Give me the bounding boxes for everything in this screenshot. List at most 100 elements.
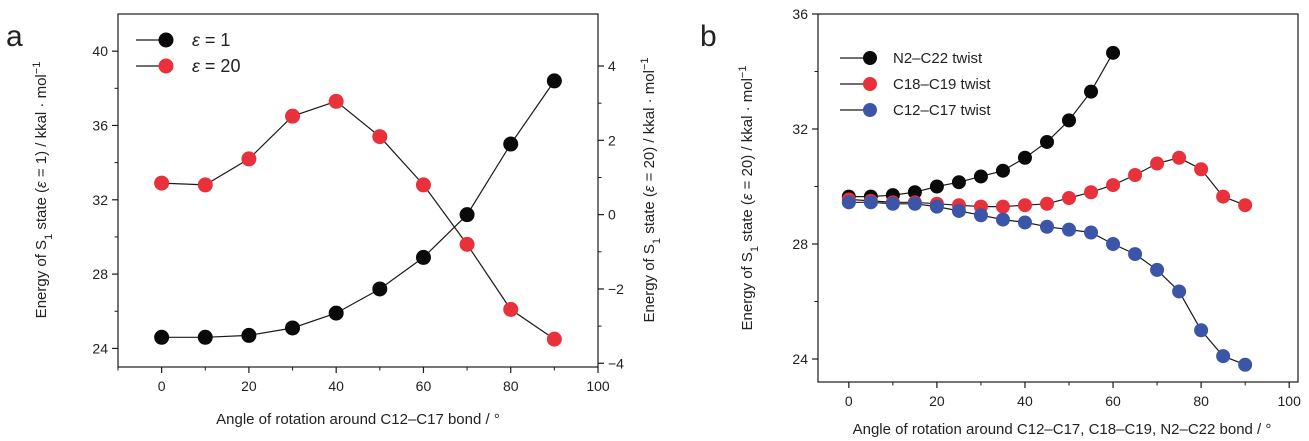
x-tick-label: 80	[503, 378, 519, 394]
data-point	[328, 93, 344, 109]
legend-label: C18–C19 twist	[893, 76, 991, 93]
x-tick-label: 0	[158, 378, 166, 394]
right-y-tick-label: 4	[608, 58, 616, 74]
data-point	[241, 327, 257, 343]
data-point	[995, 212, 1010, 227]
data-point	[197, 329, 213, 345]
panel-a-legend-item-eps1: ε = 1	[136, 30, 230, 50]
panel-b-legend-item-n2-c22: N2–C22 twist	[840, 50, 983, 67]
panel-a-left-y-axis-title: Energy of S1 state (ε = 1) / kkal · mol−…	[31, 62, 55, 319]
series-1	[154, 93, 562, 347]
data-point	[1238, 198, 1253, 213]
data-point	[241, 151, 257, 167]
x-tick-label: 60	[416, 378, 432, 394]
data-point	[1172, 284, 1187, 299]
right-y-tick-label: −4	[608, 355, 624, 371]
series-2	[841, 195, 1253, 372]
panel-a-plot-frame	[117, 13, 599, 368]
panel-b-letter: b	[700, 20, 717, 53]
data-point	[995, 199, 1010, 214]
panel-a-series	[154, 73, 562, 347]
right-y-tick-label: −2	[608, 281, 624, 297]
legend-label: C12–C17 twist	[893, 102, 991, 119]
data-point	[328, 305, 344, 321]
data-point	[973, 208, 988, 223]
data-point	[1172, 150, 1187, 165]
data-point	[1017, 198, 1032, 213]
data-point	[1017, 215, 1032, 230]
panel-a-legend: ε = 1 ε = 20	[136, 30, 240, 76]
data-point	[285, 320, 301, 336]
x-tick-label: 20	[929, 393, 945, 409]
panel-b-legend-item-c18-c19: C18–C19 twist	[840, 76, 991, 93]
legend-eps-symbol: ε	[192, 56, 201, 76]
data-point	[1039, 219, 1054, 234]
y-tick-label: 36	[92, 117, 108, 133]
data-point	[1238, 357, 1253, 372]
data-point	[1084, 225, 1099, 240]
data-point	[841, 195, 856, 210]
data-point	[1106, 45, 1121, 60]
data-point	[1039, 134, 1054, 149]
panel-b-x-ticks: 0 20 40 60 80 100	[845, 382, 1301, 409]
data-point	[973, 169, 988, 184]
data-point	[1084, 185, 1099, 200]
data-point	[1194, 162, 1209, 177]
x-tick-label: 80	[1193, 393, 1209, 409]
panel-b-plot-frame	[817, 13, 1299, 383]
panel-a-legend-item-eps20: ε = 20	[136, 56, 240, 76]
x-tick-label: 40	[1017, 393, 1033, 409]
data-point	[1039, 196, 1054, 211]
series-0	[841, 45, 1121, 204]
right-y-tick-label: 2	[608, 132, 616, 148]
data-point	[459, 207, 475, 223]
x-tick-label: 40	[328, 378, 344, 394]
y-tick-label: 28	[92, 266, 108, 282]
y-tick-label: 24	[92, 340, 108, 356]
data-point	[863, 195, 878, 210]
panel-b-y-ticks: 24 28 32 36	[792, 6, 818, 367]
legend-eps-value: = 20	[200, 56, 241, 76]
data-point	[1062, 113, 1077, 128]
legend-marker	[863, 103, 877, 117]
data-point	[885, 196, 900, 211]
data-point	[197, 177, 213, 193]
panel-a-letter: a	[6, 20, 23, 53]
right-y-tick-label: 0	[608, 207, 616, 223]
series-line	[161, 80, 555, 338]
legend-marker	[863, 77, 877, 91]
series-0	[154, 73, 562, 345]
data-point	[1150, 262, 1165, 277]
series-line	[161, 100, 555, 340]
panel-b-legend-item-c12-c17: C12–C17 twist	[840, 102, 991, 119]
legend-marker	[863, 51, 877, 65]
data-point	[951, 203, 966, 218]
data-point	[154, 175, 170, 191]
panel-a-right-y-axis-title: Energy of S1 state (ε = 20) / kkal · mol…	[639, 58, 663, 323]
data-point	[546, 331, 562, 347]
x-tick-label: 20	[241, 378, 257, 394]
legend-label: ε = 20	[192, 56, 240, 76]
data-point	[929, 179, 944, 194]
data-point	[907, 196, 922, 211]
legend-eps-value: = 1	[200, 30, 231, 50]
data-point	[372, 129, 388, 145]
panel-a-x-ticks: 0 20 40 60 80 100	[117, 367, 610, 394]
panel-b-legend: N2–C22 twist C18–C19 twist C12–C17 twist	[840, 50, 991, 119]
legend-marker	[158, 32, 174, 48]
data-point	[372, 281, 388, 297]
data-point	[154, 329, 170, 345]
x-tick-label: 60	[1105, 393, 1121, 409]
y-tick-label: 36	[792, 6, 808, 22]
x-tick-label: 0	[845, 393, 853, 409]
panel-a-left-y-ticks: 24 28 32 36 40	[92, 43, 118, 356]
legend-eps-symbol: ε	[192, 30, 201, 50]
data-point	[415, 177, 431, 193]
data-point	[1128, 168, 1143, 182]
legend-label: ε = 1	[192, 30, 230, 50]
x-tick-label: 100	[586, 378, 610, 394]
data-point	[1150, 156, 1165, 171]
panel-b-x-axis-title: Angle of rotation around C12–C17, C18–C1…	[853, 421, 1272, 438]
